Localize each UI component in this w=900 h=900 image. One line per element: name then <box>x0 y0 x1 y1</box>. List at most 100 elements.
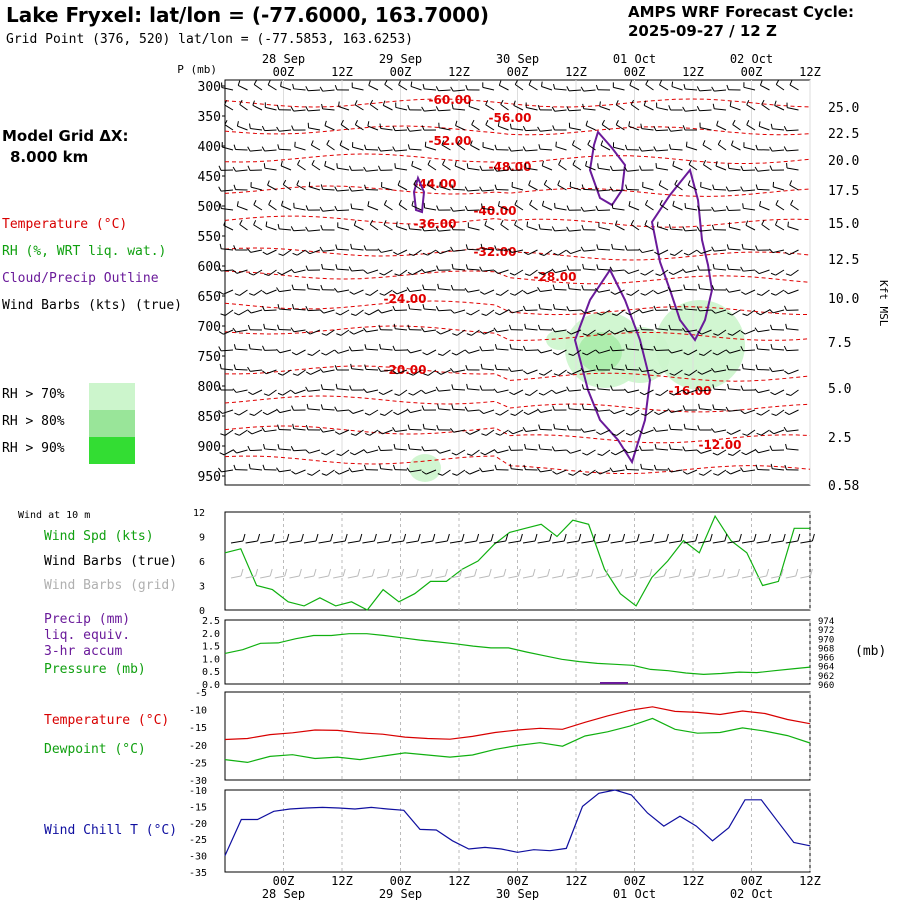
precip-tick: 0.5 <box>202 667 220 678</box>
wind-chill-line <box>224 789 811 856</box>
wind-barb-flag <box>509 343 512 350</box>
wind-barb-flag <box>321 333 327 336</box>
wind-barb <box>612 269 625 272</box>
bottom-hour-label: 00Z <box>507 874 529 888</box>
grid-wind-barb-flag <box>255 568 259 577</box>
wind-barb-flag <box>311 159 315 165</box>
wind-barb <box>670 148 683 151</box>
wind-barb-flag <box>364 184 367 190</box>
wind-barb-flag <box>508 430 514 435</box>
grid-wind-barb <box>552 575 563 579</box>
wind-barb <box>557 249 567 256</box>
wind-barb <box>613 409 625 415</box>
wind-barb-flag <box>276 104 280 110</box>
wind-barb <box>410 349 422 354</box>
grid-wind-barb <box>391 575 402 579</box>
grid-wind-barb-flag <box>401 568 405 577</box>
wind-barb <box>743 86 756 91</box>
wind-barb-flag <box>451 384 454 390</box>
wind-barb <box>308 288 321 291</box>
wind-barb-flag <box>335 312 341 316</box>
wind-barb <box>383 104 393 111</box>
wind-barb-flag <box>669 372 675 376</box>
wind-barb-flag <box>305 265 309 271</box>
wind-barb-flag <box>741 451 747 456</box>
wind-barb <box>322 388 335 391</box>
wind-barb <box>757 329 770 333</box>
wind-barb-flag <box>528 80 532 86</box>
grid-wind-barb <box>347 575 358 579</box>
wind-barb-flag <box>393 411 399 416</box>
wind-barb <box>309 329 321 335</box>
wind-barb <box>641 468 654 471</box>
wind-barb-flag <box>727 453 733 456</box>
grid-wind-barb <box>566 575 577 579</box>
wind-barb-flag <box>587 139 591 145</box>
wind-barb <box>281 269 292 276</box>
wind-barb <box>673 269 683 276</box>
wind-barb <box>366 329 379 333</box>
wind-barb <box>728 248 741 251</box>
wind-barb-flag <box>566 449 571 454</box>
wind-barb <box>572 349 582 356</box>
wind-barb <box>367 205 379 211</box>
wind-barb-flag <box>523 411 529 416</box>
wind-barb <box>438 389 451 392</box>
wind-barb-flag <box>350 203 353 209</box>
wind-barb-flag <box>398 80 402 86</box>
wind-barb-flag <box>696 249 702 254</box>
wind-barb-flag <box>711 285 715 291</box>
wind-barb-flag <box>451 103 454 109</box>
wind-barb-flag <box>233 312 239 316</box>
wind-barb-flag <box>566 425 570 431</box>
wind-barb <box>761 289 770 296</box>
surface-wind-barb <box>347 540 360 544</box>
grid-wind-barb-flag <box>663 568 667 577</box>
wind-barb-flag <box>336 453 342 456</box>
wind-barb-flag <box>522 125 526 131</box>
wind-barb <box>351 349 364 352</box>
wind-barb-flag <box>334 365 338 371</box>
wind-barb-flag <box>774 100 777 106</box>
wind-barb-flag <box>609 266 614 272</box>
wind-barb <box>656 448 669 451</box>
wind-barb-flag <box>310 140 314 146</box>
wind-barb <box>368 309 379 316</box>
wind-barb <box>496 329 509 333</box>
wind-barb-flag <box>435 86 440 92</box>
wind-barb <box>236 269 248 274</box>
wind-barb <box>583 408 596 411</box>
wind-barb-flag <box>682 471 688 475</box>
wind-barb <box>629 309 640 316</box>
wind-barb-flag <box>263 443 266 450</box>
pressure-tick-label: 750 <box>198 350 221 365</box>
wind-barb <box>558 164 567 171</box>
wind-barb <box>293 449 306 452</box>
wind-barb <box>251 429 263 435</box>
wind-barb <box>294 269 306 274</box>
wind-barb <box>630 104 640 111</box>
wind-barb <box>569 389 582 392</box>
wind-barb <box>542 165 553 171</box>
wind-barb-flag <box>601 119 605 125</box>
wind-barb-flag <box>291 470 296 475</box>
wind-barb <box>250 149 263 152</box>
wind-barb <box>311 349 321 356</box>
wind-barb <box>699 288 712 291</box>
grid-wind-barb <box>595 575 607 579</box>
wind-barb <box>730 105 741 111</box>
wind-barb-flag <box>682 106 686 112</box>
wind-barb <box>543 389 553 396</box>
wind-barb-flag <box>411 200 414 206</box>
surface-wind-barb <box>333 540 346 544</box>
wind-barb <box>264 149 277 152</box>
wind-barb <box>293 229 306 232</box>
wind-barb-flag <box>232 327 237 333</box>
wind-barb-flag <box>595 84 599 90</box>
wind-barb-flag <box>319 206 324 212</box>
wind-barb <box>729 226 741 231</box>
grid-wind-barb <box>639 575 650 579</box>
wind-barb-flag <box>644 199 649 205</box>
wind-barb <box>239 289 248 296</box>
wind-barbs-true-label: Wind Barbs (true) <box>44 554 178 569</box>
